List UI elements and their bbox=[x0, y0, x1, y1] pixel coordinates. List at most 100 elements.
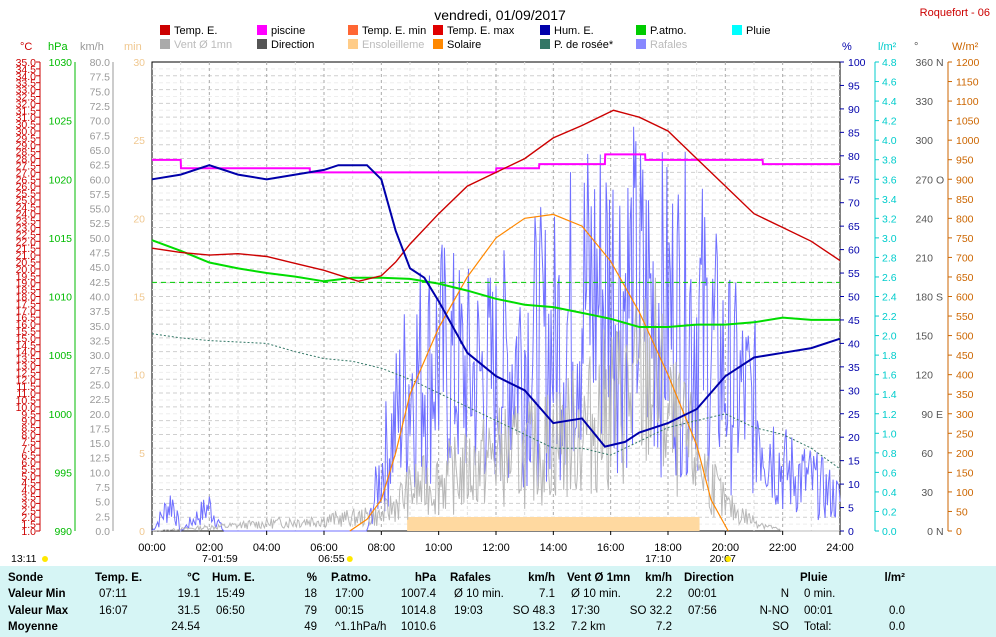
hum-tick-label: 10 bbox=[848, 479, 860, 491]
dir-tick-label: 30 bbox=[921, 487, 933, 499]
hum-tick-label: 15 bbox=[848, 456, 860, 468]
solar-tick-label: 700 bbox=[956, 252, 974, 264]
hum-tick-label: 40 bbox=[848, 338, 860, 350]
temp-tick-label: 6.0 bbox=[21, 457, 36, 469]
legend-swatch bbox=[732, 25, 742, 35]
dir-letter: N bbox=[936, 526, 944, 538]
time-axis: 00:00 02:00 04:00 06:00 08:00 10:00 12:00 14:00… bbox=[138, 531, 854, 554]
weather-chart: vendredi, 01/09/2017 Roquefort - 06 Temp… bbox=[11, 7, 990, 565]
sunrise-marker bbox=[346, 556, 353, 562]
stats-header: Temp. E. bbox=[95, 572, 143, 584]
temp-tick-label: 1.5 bbox=[21, 519, 36, 531]
hum-tick-label: 30 bbox=[848, 385, 860, 397]
press-tick-label: 990 bbox=[54, 526, 72, 538]
legend: Temp. E. piscine Temp. E. min Temp. E. max H… bbox=[160, 25, 770, 51]
min-tick-label: 10 bbox=[133, 370, 145, 382]
temp-tick-label: 27.5 bbox=[16, 160, 37, 172]
time-label: 16:00 bbox=[597, 542, 625, 554]
stats-unit: km/h bbox=[528, 572, 555, 584]
unit-wind: km/h bbox=[80, 41, 104, 53]
legend-swatch bbox=[348, 25, 358, 35]
rain-tick-label: 4.2 bbox=[882, 116, 897, 128]
temp-tick-label: 13.5 bbox=[16, 354, 37, 366]
hum-tick-label: 5 bbox=[848, 503, 854, 515]
temp-tick-label: 28.5 bbox=[16, 147, 37, 159]
stats-cell-label: 00:01 bbox=[688, 588, 717, 600]
solar-tick-label: 1050 bbox=[956, 116, 980, 128]
solar-tick-label: 850 bbox=[956, 194, 974, 206]
temp-tick-label: 7.0 bbox=[21, 443, 36, 455]
legend-label: Direction bbox=[271, 39, 314, 51]
dir-letter: O bbox=[936, 174, 944, 186]
wind-tick-label: 32.5 bbox=[90, 335, 111, 347]
temp-tick-label: 23.0 bbox=[16, 223, 37, 235]
rain-tick-label: 4.6 bbox=[882, 77, 897, 89]
unit-hum: % bbox=[842, 41, 852, 53]
temp-tick-label: 9.5 bbox=[21, 409, 36, 421]
rain-tick-label: 1.6 bbox=[882, 370, 897, 382]
stats-row-label: Moyenne bbox=[8, 621, 58, 633]
temp-tick-label: 14.0 bbox=[16, 347, 37, 359]
stats-cell-value: 31.5 bbox=[177, 605, 200, 617]
stats-cell-value: SO bbox=[772, 621, 789, 633]
temp-tick-label: 31.5 bbox=[16, 105, 37, 117]
stats-cell-label: 00:15 bbox=[335, 605, 364, 617]
min-tick-label: 5 bbox=[139, 448, 145, 460]
rain-tick-label: 0.0 bbox=[882, 526, 897, 538]
time-label: 14:00 bbox=[540, 542, 568, 554]
solar-tick-label: 50 bbox=[956, 506, 968, 518]
stats-cell-label: 0 min. bbox=[804, 588, 836, 600]
legend-swatch bbox=[257, 25, 267, 35]
rain-tick-label: 3.4 bbox=[882, 194, 897, 206]
moonrise-marker bbox=[42, 556, 48, 562]
temp-tick-label: 18.5 bbox=[16, 285, 37, 297]
temp-tick-label: 8.5 bbox=[21, 423, 36, 435]
dir-letter: S bbox=[936, 292, 943, 304]
wind-tick-label: 75.0 bbox=[90, 86, 111, 98]
solar-tick-label: 350 bbox=[956, 389, 974, 401]
temp-tick-label: 17.5 bbox=[16, 298, 37, 310]
min-tick-label: 0 bbox=[139, 526, 145, 538]
temp-tick-label: 2.5 bbox=[21, 505, 36, 517]
temp-tick-label: 11.5 bbox=[16, 381, 36, 393]
temp-tick-label: 10.0 bbox=[16, 402, 37, 414]
temp-tick-label: 15.0 bbox=[16, 333, 37, 345]
rain-tick-label: 3.6 bbox=[882, 174, 897, 186]
dir-tick-label: 210 bbox=[915, 252, 933, 264]
stats-cell-label: 06:50 bbox=[216, 605, 245, 617]
pressure-series bbox=[151, 239, 840, 328]
temp-tick-label: 23.5 bbox=[16, 216, 37, 228]
dir-tick-label: 330 bbox=[915, 96, 933, 108]
time-label: 04:00 bbox=[253, 542, 281, 554]
statistics-table: Sonde Temp. E. °C Hum. E.% P.atmo. hPa Rafales… bbox=[0, 566, 996, 637]
dir-tick-label: 180 bbox=[915, 292, 933, 304]
wind-tick-label: 52.5 bbox=[90, 218, 111, 230]
legend-label: Solaire bbox=[447, 39, 481, 51]
temp-tick-label: 11.0 bbox=[16, 388, 36, 400]
temp-tick-label: 4.5 bbox=[21, 478, 36, 490]
rain-tick-label: 2.4 bbox=[882, 292, 897, 304]
legend-swatch bbox=[160, 25, 170, 35]
wind-tick-label: 35.0 bbox=[90, 321, 111, 333]
stats-cell-value: N bbox=[780, 588, 789, 600]
temp-tick-label: 26.0 bbox=[16, 181, 37, 193]
temp-tick-label: 15.5 bbox=[16, 326, 37, 338]
dir-tick-label: 120 bbox=[915, 370, 933, 382]
wind-tick-label: 47.5 bbox=[90, 248, 111, 260]
hum-tick-label: 70 bbox=[848, 198, 860, 210]
wind-tick-label: 7.5 bbox=[95, 482, 110, 494]
legend-swatch bbox=[636, 25, 646, 35]
legend-label: P.atmo. bbox=[650, 25, 687, 37]
unit-dir: ° bbox=[914, 41, 918, 53]
dir-tick-label: 300 bbox=[915, 135, 933, 147]
temp-tick-label: 24.0 bbox=[16, 209, 37, 221]
wind-tick-label: 2.5 bbox=[95, 511, 110, 523]
wind-tick-label: 17.5 bbox=[90, 423, 111, 435]
temp-tick-label: 5.5 bbox=[21, 464, 36, 476]
dir-tick-label: 90 bbox=[921, 409, 933, 421]
rain-tick-label: 0.2 bbox=[882, 506, 897, 518]
temp-tick-label: 3.5 bbox=[21, 492, 36, 504]
temp-tick-label: 20.5 bbox=[16, 257, 37, 269]
temp-tick-label: 16.5 bbox=[16, 312, 37, 324]
unit-min: min bbox=[124, 41, 142, 53]
